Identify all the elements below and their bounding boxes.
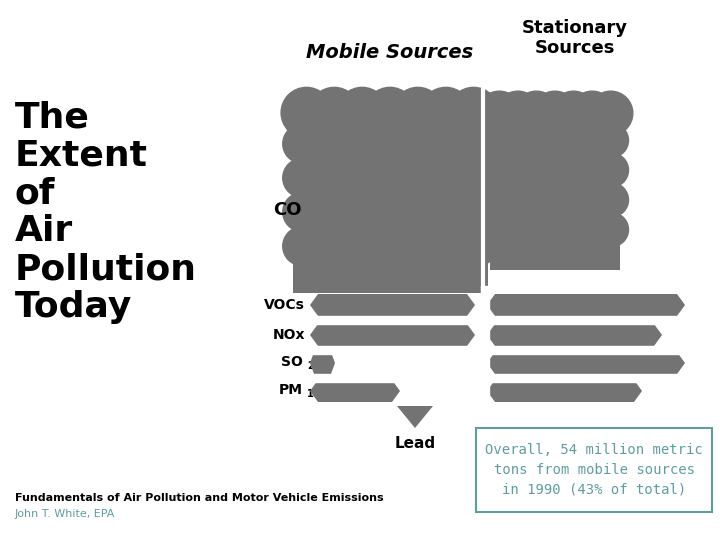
- Circle shape: [496, 91, 540, 136]
- Text: The
Extent
of
Air
Pollution
Today: The Extent of Air Pollution Today: [15, 100, 197, 324]
- Text: Stationary
Sources: Stationary Sources: [522, 19, 628, 57]
- Circle shape: [309, 87, 359, 138]
- Circle shape: [595, 183, 629, 217]
- Circle shape: [449, 87, 499, 138]
- Circle shape: [283, 124, 322, 163]
- Polygon shape: [310, 352, 335, 374]
- Circle shape: [420, 87, 471, 138]
- Text: John T. White, EPA: John T. White, EPA: [15, 509, 115, 519]
- Circle shape: [281, 87, 332, 138]
- Circle shape: [364, 87, 415, 138]
- Text: CO: CO: [274, 201, 302, 219]
- FancyBboxPatch shape: [476, 428, 712, 512]
- Circle shape: [283, 158, 322, 198]
- Circle shape: [482, 123, 516, 157]
- Circle shape: [392, 87, 444, 138]
- Circle shape: [570, 91, 614, 136]
- Circle shape: [458, 227, 498, 266]
- Polygon shape: [310, 380, 400, 402]
- FancyBboxPatch shape: [292, 107, 487, 293]
- Text: VOCs: VOCs: [264, 298, 305, 312]
- Circle shape: [458, 158, 498, 198]
- Circle shape: [533, 91, 577, 136]
- Circle shape: [595, 153, 629, 187]
- Polygon shape: [487, 294, 685, 316]
- Polygon shape: [310, 294, 475, 316]
- Circle shape: [595, 213, 629, 247]
- Polygon shape: [487, 352, 685, 374]
- Circle shape: [589, 91, 633, 136]
- Polygon shape: [397, 406, 433, 428]
- Text: Fundamentals of Air Pollution and Motor Vehicle Emissions: Fundamentals of Air Pollution and Motor …: [15, 493, 384, 503]
- Text: PM: PM: [279, 383, 303, 397]
- Text: SO: SO: [281, 355, 303, 369]
- Text: NOx: NOx: [272, 328, 305, 342]
- Polygon shape: [487, 380, 642, 402]
- Text: 2: 2: [307, 361, 314, 371]
- Text: Lead: Lead: [395, 436, 436, 451]
- Circle shape: [552, 91, 595, 136]
- FancyBboxPatch shape: [490, 109, 620, 270]
- Circle shape: [283, 227, 322, 266]
- Polygon shape: [487, 324, 662, 346]
- Polygon shape: [310, 324, 475, 346]
- Circle shape: [482, 153, 516, 187]
- Text: Mobile Sources: Mobile Sources: [307, 43, 474, 62]
- Circle shape: [283, 193, 322, 232]
- Circle shape: [458, 124, 498, 163]
- Circle shape: [458, 193, 498, 232]
- Text: Overall, 54 million metric
tons from mobile sources
in 1990 (43% of total): Overall, 54 million metric tons from mob…: [485, 443, 703, 496]
- Circle shape: [514, 91, 559, 136]
- Circle shape: [337, 87, 387, 138]
- Circle shape: [595, 123, 629, 157]
- Circle shape: [482, 213, 516, 247]
- Circle shape: [482, 183, 516, 217]
- Circle shape: [477, 91, 521, 136]
- Text: 10: 10: [307, 389, 320, 399]
